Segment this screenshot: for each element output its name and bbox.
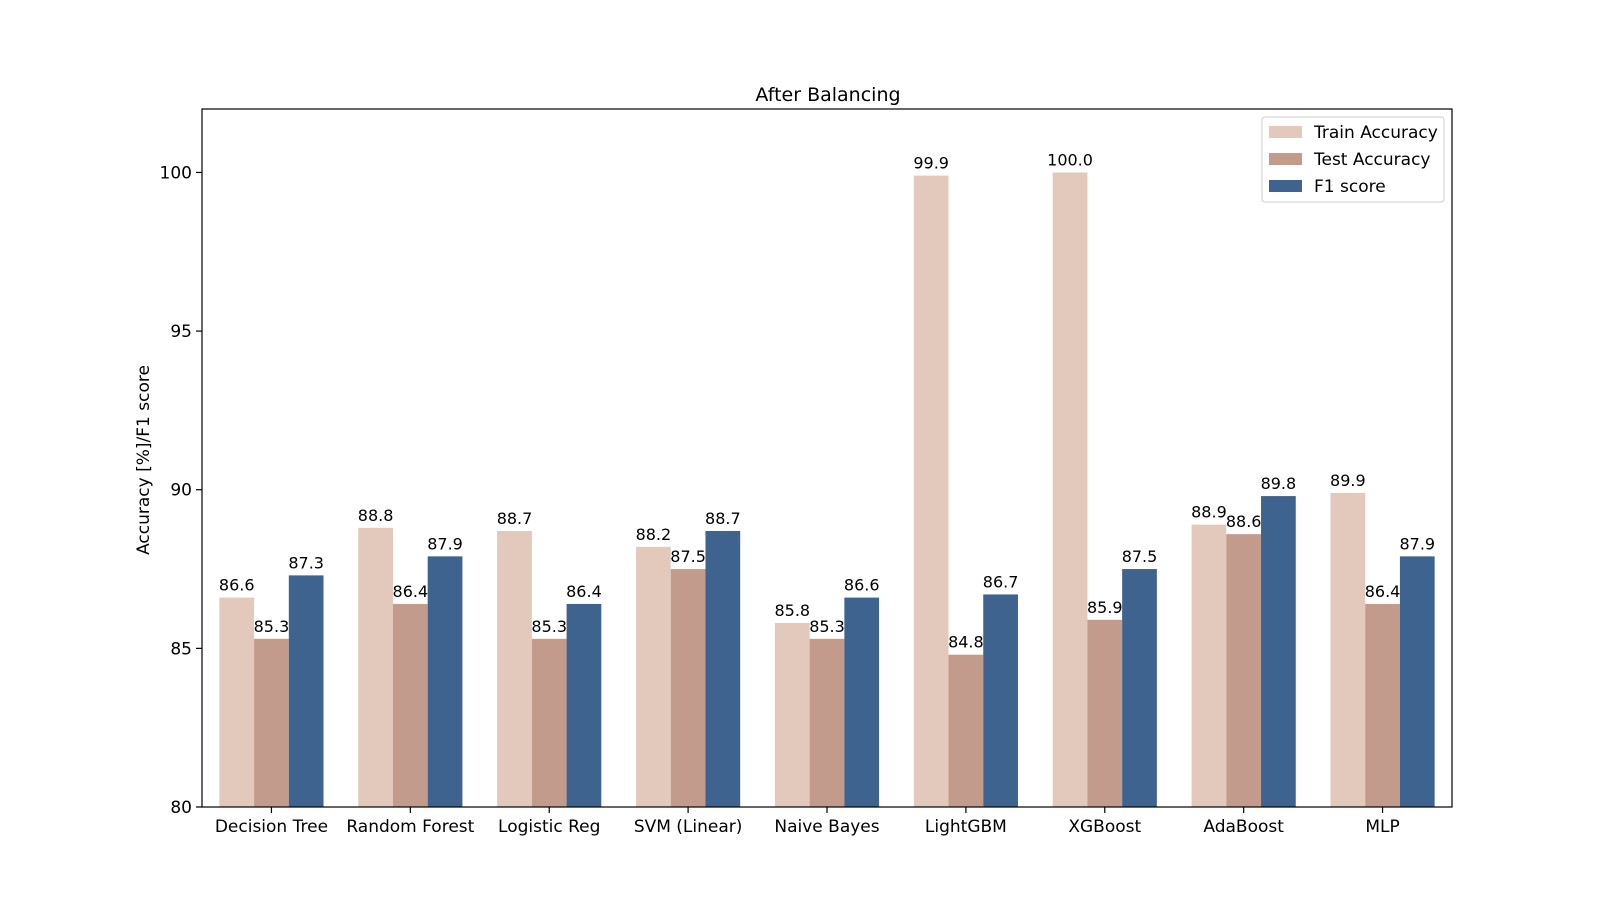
- bar-value-label: 86.4: [566, 582, 602, 601]
- bar-value-label: 87.3: [288, 553, 324, 572]
- bar-value-label: 85.9: [1087, 598, 1123, 617]
- bar-value-label: 86.6: [844, 576, 880, 595]
- legend-swatch: [1269, 126, 1302, 138]
- legend-swatch: [1269, 153, 1302, 165]
- bar: [497, 530, 532, 807]
- x-axis-ticks: Decision Tree Random Forest Logistic Reg SV…: [215, 807, 1400, 837]
- legend-label: Test Accuracy: [1313, 150, 1431, 170]
- bar-value-label: 85.3: [531, 617, 567, 636]
- legend-label: Train Accuracy: [1313, 123, 1438, 143]
- bar: [948, 654, 984, 807]
- bar: [705, 530, 741, 807]
- bar: [427, 556, 463, 807]
- bar-value-label: 88.2: [636, 525, 672, 544]
- bar-value-label: 87.9: [427, 534, 463, 553]
- bar: [358, 527, 393, 807]
- plot-frame: [201, 108, 1453, 808]
- bar: [566, 603, 602, 807]
- bar-value-label: 88.9: [1191, 503, 1227, 522]
- bar-value-label: 88.8: [358, 506, 394, 525]
- bar-value-label: 85.3: [254, 617, 290, 636]
- bar-value-label: 88.7: [705, 509, 741, 528]
- bar-value-label: 88.7: [497, 509, 533, 528]
- bar: [254, 638, 289, 807]
- bar-value-label: 87.9: [1399, 534, 1435, 553]
- bar-value-label: 86.7: [983, 572, 1019, 591]
- y-tick-label: 95: [170, 322, 192, 342]
- bar: [844, 597, 880, 807]
- x-tick-label: AdaBoost: [1203, 817, 1284, 837]
- x-tick-label: Logistic Reg: [498, 817, 600, 837]
- x-tick-label: Naive Bayes: [774, 817, 879, 837]
- bar: [1226, 534, 1262, 807]
- y-axis-ticks: 80 85 90 95 100: [160, 163, 202, 818]
- chart-title: After Balancing: [755, 84, 900, 106]
- bar-value-label: 85.8: [774, 601, 810, 620]
- bar: [1052, 172, 1088, 808]
- value-labels-group: 86.6 85.3 87.3 88.8 86.4 87.9 88.7 85.3 86.4 88.2…: [219, 150, 1435, 651]
- x-tick-label: LightGBM: [925, 817, 1007, 837]
- bar: [1122, 569, 1157, 807]
- x-tick-label: SVM (Linear): [634, 817, 743, 837]
- bar: [288, 575, 324, 807]
- bar: [1191, 524, 1227, 807]
- bar: [809, 638, 845, 807]
- y-tick-label: 85: [170, 639, 192, 659]
- bar-value-label: 86.4: [1365, 582, 1401, 601]
- y-axis-label: Accuracy [%]/F1 score: [134, 365, 154, 555]
- bar: [670, 569, 706, 807]
- bar: [1399, 556, 1435, 807]
- x-tick-label: MLP: [1365, 817, 1399, 837]
- bar: [1330, 492, 1366, 807]
- bar-value-label: 89.9: [1330, 471, 1366, 490]
- bar: [983, 594, 1018, 807]
- legend-label: F1 score: [1314, 177, 1386, 197]
- x-tick-label: Random Forest: [346, 817, 474, 837]
- y-tick-label: 90: [170, 481, 192, 501]
- bar: [636, 546, 671, 807]
- x-tick-label: Decision Tree: [215, 817, 328, 837]
- legend-box: [1261, 116, 1445, 203]
- bar-value-label: 100.0: [1047, 150, 1093, 169]
- bar-value-label: 99.9: [913, 154, 949, 173]
- bar: [392, 603, 428, 807]
- legend-swatch: [1269, 180, 1302, 192]
- bar-value-label: 89.8: [1261, 474, 1297, 493]
- bar-value-label: 87.5: [1122, 547, 1158, 566]
- bar-value-label: 88.6: [1226, 512, 1262, 531]
- bar: [774, 622, 810, 807]
- bar: [913, 175, 949, 808]
- bar: [219, 597, 255, 807]
- bar-value-label: 87.5: [670, 547, 706, 566]
- bar-value-label: 86.4: [393, 582, 429, 601]
- bar-value-label: 85.3: [809, 617, 845, 636]
- bar-value-label: 84.8: [948, 633, 984, 652]
- bar: [1261, 496, 1296, 807]
- legend: Train Accuracy Test Accuracy F1 score: [1261, 116, 1445, 203]
- bar: [531, 638, 567, 807]
- y-tick-label: 80: [170, 798, 192, 818]
- bar: [1365, 603, 1400, 807]
- x-tick-label: XGBoost: [1068, 817, 1141, 837]
- y-tick-label: 100: [160, 163, 192, 183]
- bar: [1087, 619, 1123, 807]
- bar-value-label: 86.6: [219, 576, 255, 595]
- bars-group: [219, 172, 1435, 808]
